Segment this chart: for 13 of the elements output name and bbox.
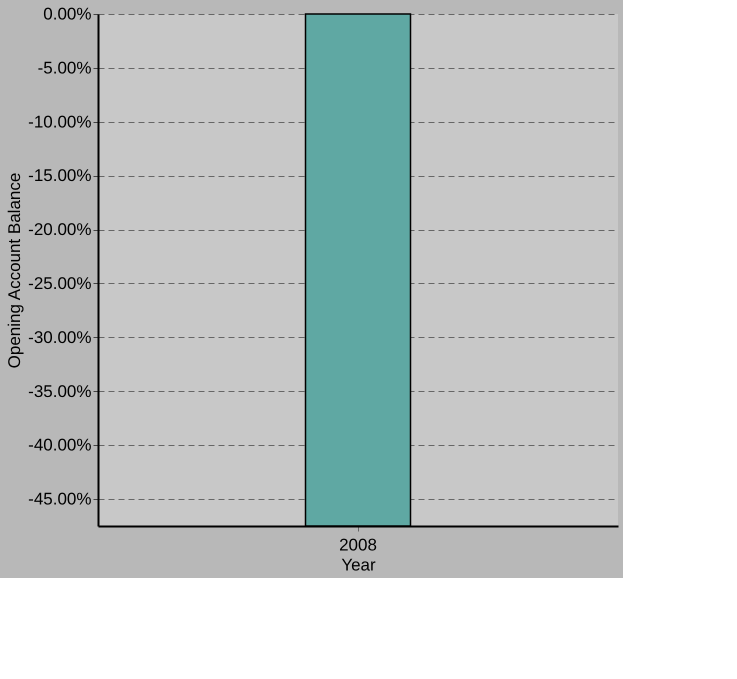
y-tick-label: -10.00%	[28, 112, 92, 132]
y-tick-label: 0.00%	[43, 4, 92, 24]
y-tick-label: -25.00%	[28, 274, 92, 293]
y-tick-label: -30.00%	[28, 328, 92, 347]
x-tick-label: 2008	[339, 536, 377, 554]
y-tick-label: -35.00%	[28, 382, 92, 401]
x-axis-title: Year	[341, 556, 376, 574]
y-tick-label: -45.00%	[28, 490, 92, 509]
y-tick-label: -5.00%	[38, 58, 92, 78]
y-axis-title: Opening Account Balance	[5, 172, 24, 368]
y-tick-label: -15.00%	[28, 166, 92, 186]
y-tick-label: -20.00%	[28, 220, 92, 240]
y-tick-label: -40.00%	[28, 436, 92, 455]
